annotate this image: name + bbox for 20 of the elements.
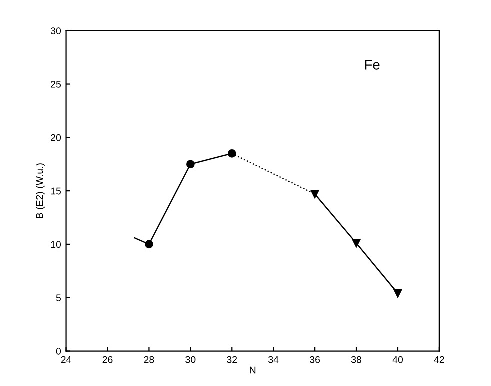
x-tick-label: 42 (434, 356, 444, 364)
x-tick-label: 40 (392, 356, 404, 364)
x-tick-label: 30 (186, 356, 196, 364)
y-tick-label: 15 (51, 188, 62, 195)
annotation: Fe (365, 60, 380, 70)
x-tick-label: 28 (144, 356, 154, 364)
x-tick-label: 26 (102, 356, 113, 364)
x-tick-label: 32 (227, 356, 238, 364)
y-tick-label: 0 (56, 348, 62, 355)
y-tick-label: 5 (56, 294, 62, 302)
y-tick-label: 10 (51, 241, 62, 248)
y-tick-label: 30 (50, 28, 62, 34)
y-axis-title: B (E2) (W.u.) (36, 164, 46, 218)
x-tick-label: 38 (351, 356, 362, 364)
x-axis-title: N (250, 366, 256, 374)
y-tick-label: 25 (51, 81, 62, 88)
x-tick-label: 34 (268, 356, 279, 364)
x-tick-label: 24 (61, 356, 72, 364)
x-tick-label: 36 (310, 356, 320, 364)
y-tick-label: 20 (51, 134, 62, 142)
